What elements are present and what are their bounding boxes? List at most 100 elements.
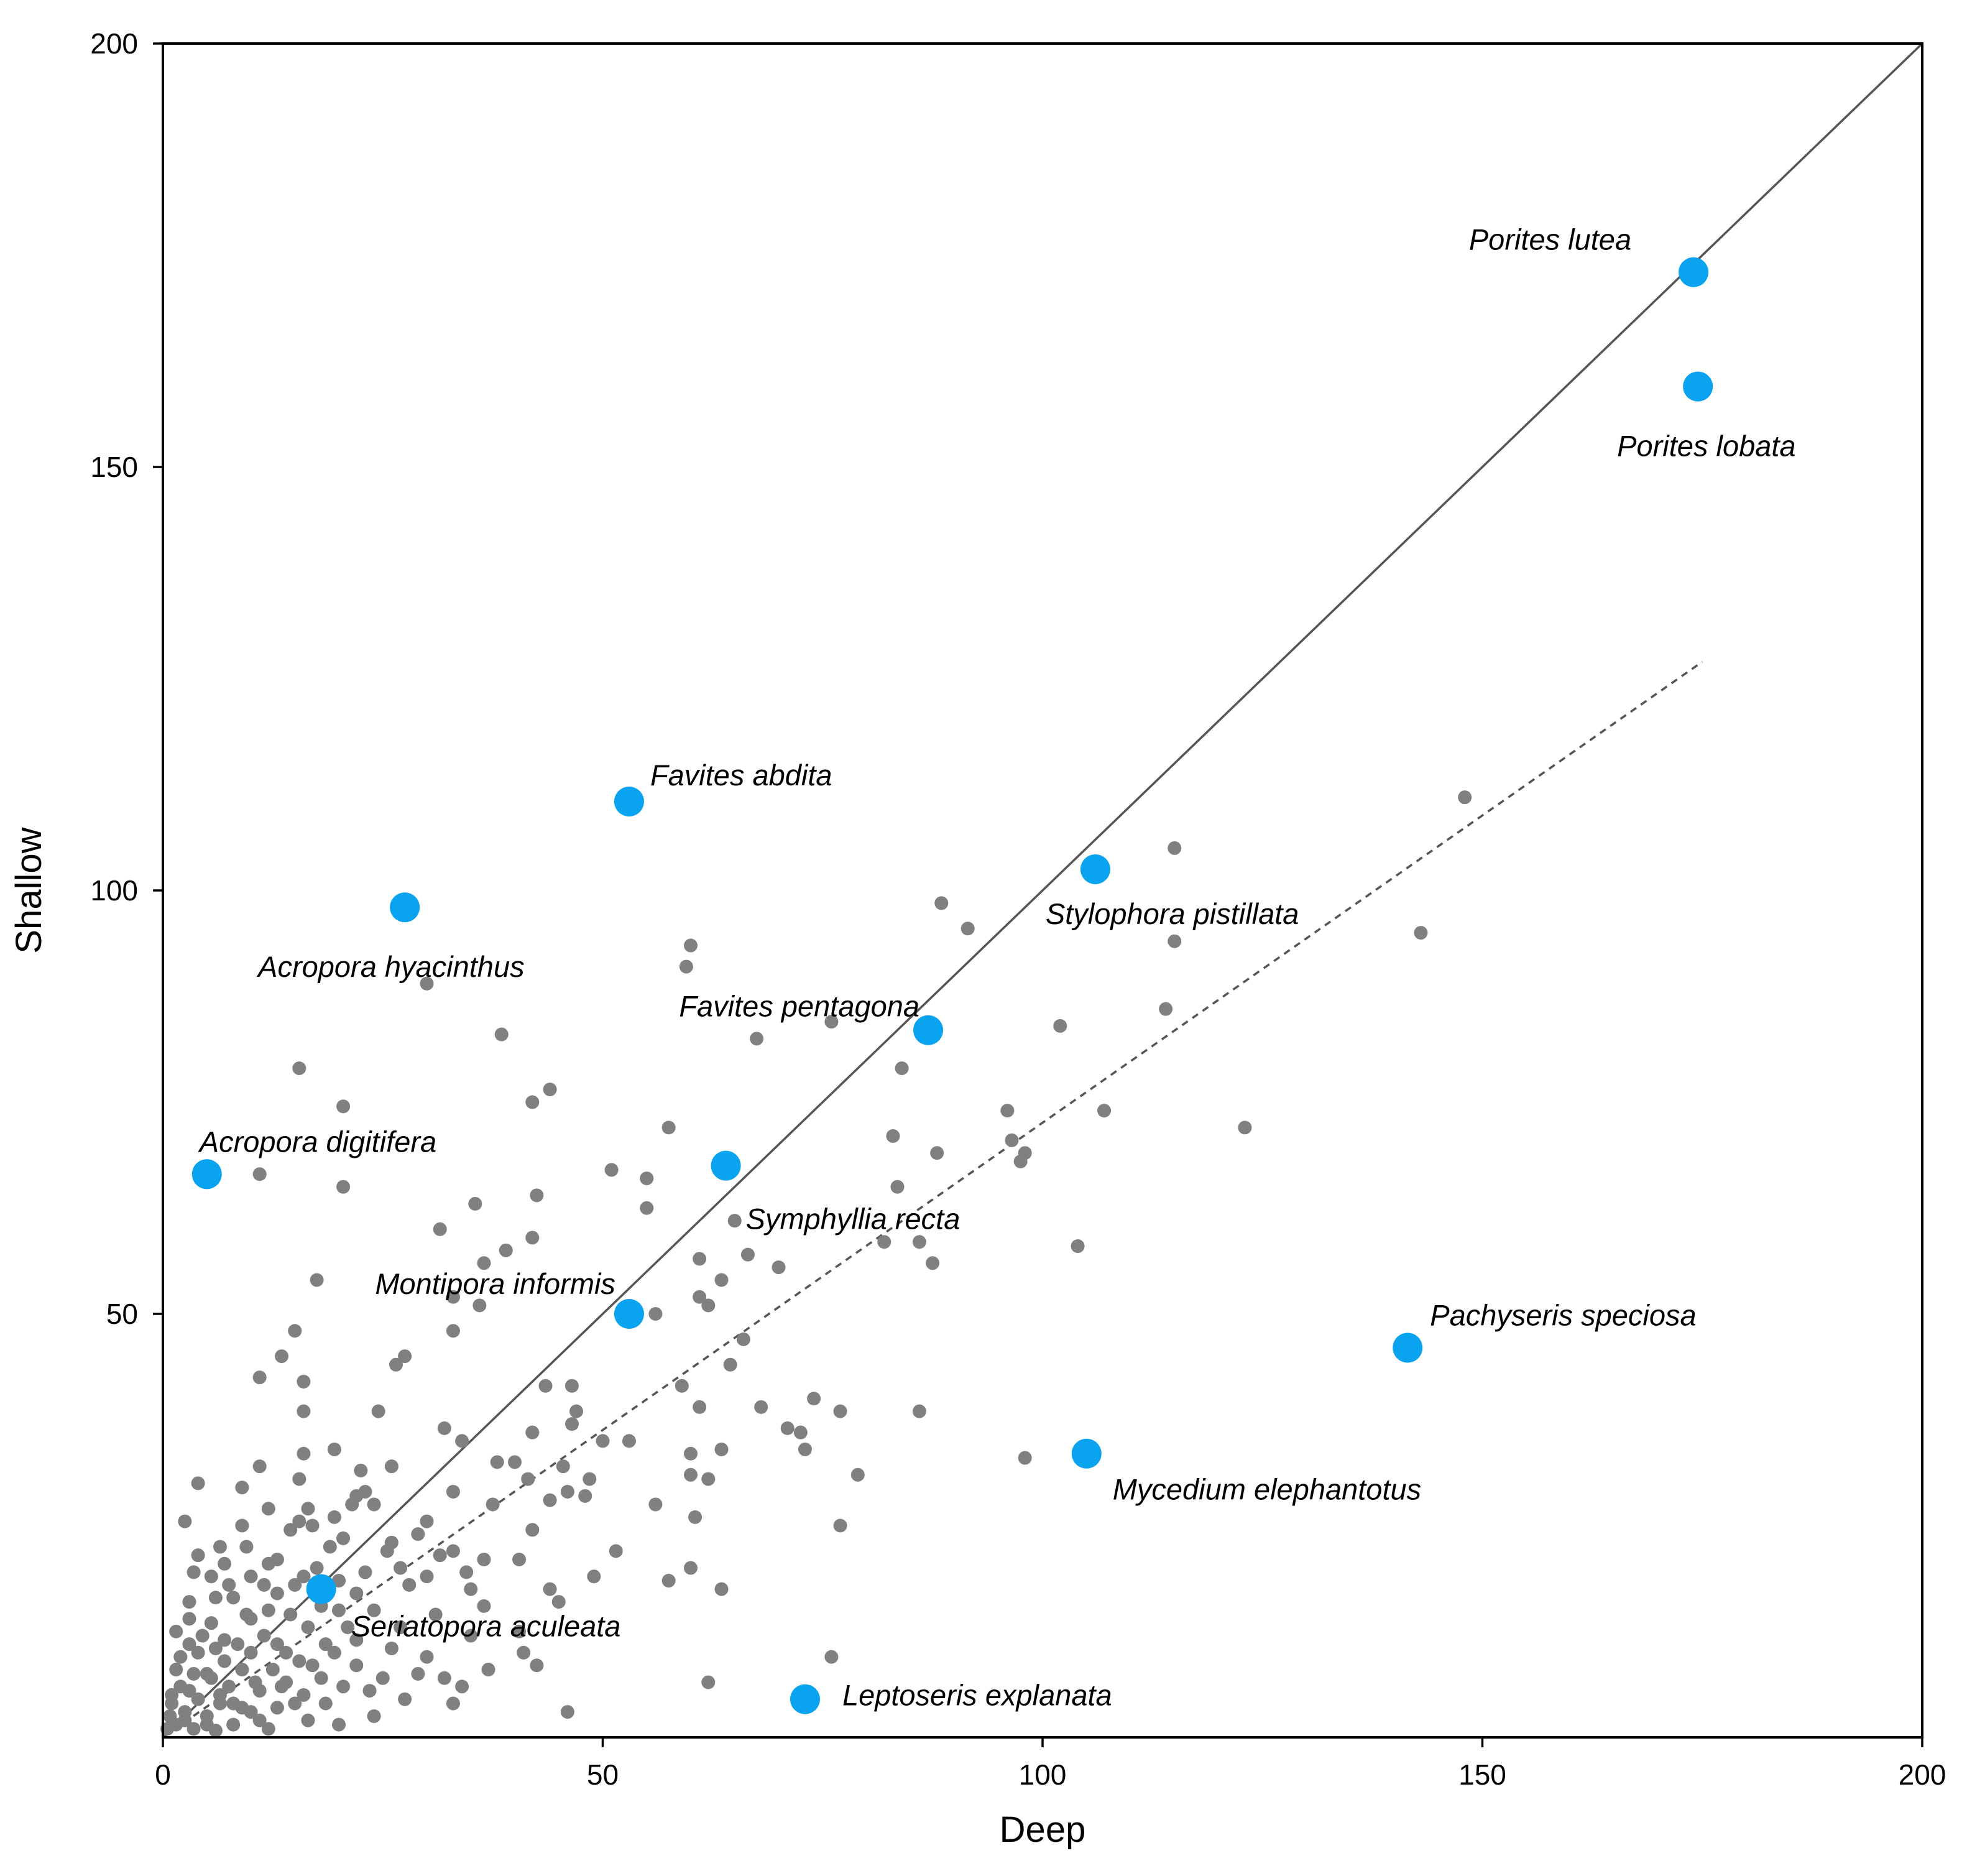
regression-line — [162, 660, 1703, 1739]
background-point — [244, 1705, 258, 1719]
highlighted-point — [1679, 257, 1709, 287]
background-point — [402, 1578, 417, 1592]
background-point — [208, 1641, 223, 1655]
background-point — [1414, 926, 1428, 940]
background-point — [318, 1696, 333, 1711]
background-point — [684, 1561, 698, 1575]
background-point — [494, 1027, 509, 1042]
background-point — [297, 1688, 311, 1702]
background-point — [389, 1357, 403, 1372]
background-point — [525, 1231, 540, 1245]
background-point — [661, 1574, 676, 1588]
background-point — [926, 1256, 940, 1270]
background-point — [288, 1324, 302, 1338]
background-point — [191, 1645, 205, 1660]
background-point — [472, 1298, 487, 1313]
background-point — [187, 1565, 201, 1579]
background-point — [464, 1582, 478, 1596]
background-point — [890, 1180, 905, 1194]
background-point — [578, 1489, 592, 1503]
background-point — [394, 1620, 408, 1634]
background-point — [684, 938, 698, 953]
background-point — [261, 1502, 275, 1516]
background-point — [1458, 790, 1472, 805]
background-point — [960, 922, 975, 936]
background-point — [433, 1548, 447, 1563]
background-point — [187, 1722, 201, 1736]
background-point — [596, 1434, 610, 1448]
background-point — [543, 1493, 557, 1507]
background-point — [727, 1214, 742, 1228]
background-point — [640, 1171, 654, 1186]
background-point — [499, 1243, 513, 1257]
background-point — [886, 1129, 900, 1143]
background-point — [428, 1607, 443, 1622]
background-point — [367, 1709, 381, 1723]
highlighted-point — [390, 892, 420, 923]
background-point — [525, 1523, 540, 1537]
background-point — [336, 1099, 351, 1114]
background-point — [349, 1658, 364, 1673]
background-point — [200, 1717, 214, 1732]
background-point — [226, 1696, 241, 1711]
background-point — [912, 1404, 926, 1418]
background-point — [684, 1446, 698, 1461]
background-point — [455, 1434, 469, 1448]
background-point — [780, 1421, 795, 1435]
background-point — [358, 1565, 372, 1579]
highlighted-point — [1683, 371, 1713, 402]
background-point — [327, 1442, 341, 1456]
background-point — [349, 1633, 364, 1647]
background-point — [270, 1586, 284, 1601]
x-tick-label: 200 — [1899, 1758, 1946, 1791]
background-point — [622, 1434, 636, 1448]
background-point — [292, 1654, 306, 1668]
background-point — [204, 1671, 218, 1685]
background-point — [530, 1658, 544, 1673]
background-point — [740, 1247, 755, 1262]
background-point — [543, 1582, 557, 1596]
background-point — [213, 1540, 227, 1554]
background-point — [648, 1307, 663, 1321]
highlighted-point — [1393, 1333, 1423, 1363]
background-point — [222, 1578, 236, 1592]
species-label: Porites lutea — [1469, 223, 1631, 256]
background-point — [446, 1290, 460, 1304]
background-point — [270, 1637, 284, 1652]
background-point — [169, 1663, 183, 1677]
highlighted-point — [191, 1159, 222, 1190]
background-point — [661, 1121, 676, 1135]
background-point — [275, 1349, 289, 1364]
background-point — [807, 1392, 821, 1406]
y-tick-label: 200 — [90, 27, 138, 60]
background-point — [218, 1633, 232, 1647]
background-point — [1238, 1121, 1252, 1135]
background-point — [1071, 1239, 1085, 1254]
highlighted-point — [790, 1684, 820, 1714]
background-point — [468, 1196, 482, 1211]
background-point — [1000, 1104, 1015, 1118]
background-point — [380, 1544, 394, 1558]
background-point — [163, 1709, 177, 1723]
x-tick-label: 150 — [1458, 1758, 1506, 1791]
species-label: Seriatopora aculeata — [351, 1610, 621, 1643]
background-point — [244, 1645, 258, 1660]
background-point — [793, 1425, 808, 1439]
background-point — [265, 1663, 280, 1677]
background-point — [609, 1544, 623, 1558]
background-point — [394, 1561, 408, 1575]
background-point — [261, 1603, 275, 1617]
highlighted-point — [1071, 1438, 1102, 1469]
background-point — [833, 1404, 847, 1418]
background-point — [1013, 1154, 1028, 1168]
background-point — [604, 1163, 619, 1177]
background-point — [930, 1146, 944, 1160]
species-label: Pachyseris speciosa — [1430, 1298, 1696, 1331]
background-point — [297, 1569, 311, 1584]
background-point — [675, 1379, 689, 1393]
background-point — [204, 1569, 218, 1584]
x-tick-label: 0 — [155, 1758, 171, 1791]
background-point — [336, 1680, 351, 1694]
x-axis-title: Deep — [1000, 1809, 1086, 1850]
